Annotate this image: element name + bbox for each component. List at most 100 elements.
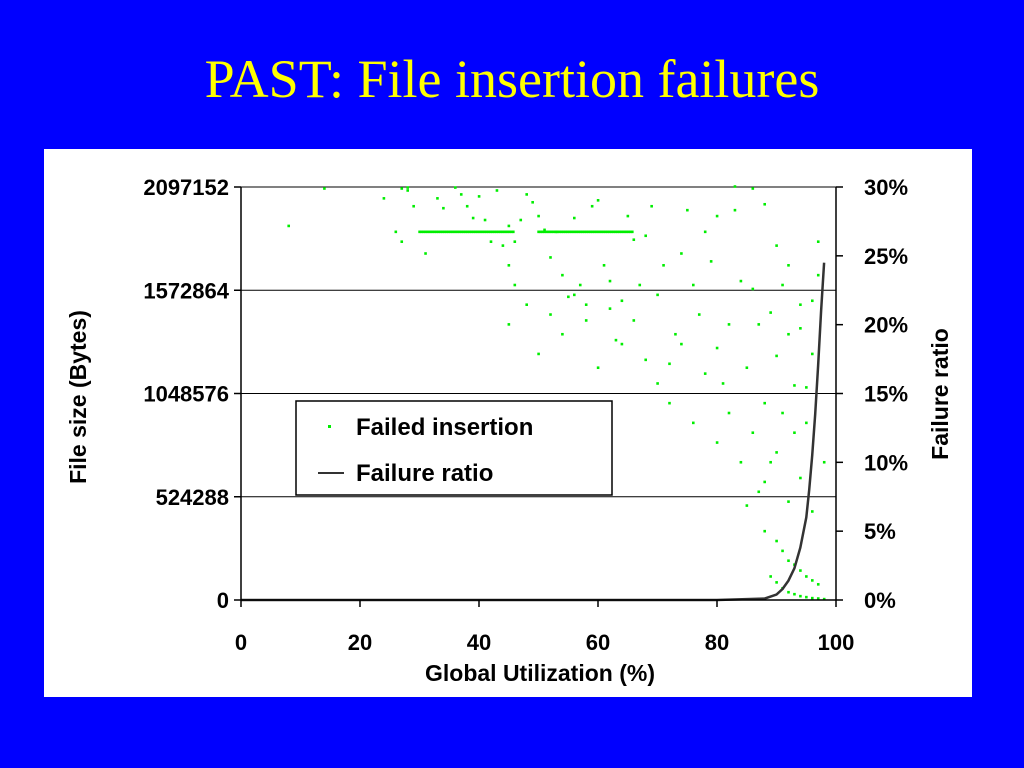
failed-insertion-point	[715, 346, 719, 350]
failed-insertion-point	[406, 186, 409, 189]
y-axis-title: File size (Bytes)	[65, 310, 91, 484]
failed-insertion-point	[323, 187, 326, 190]
failed-insertion-point	[489, 230, 492, 234]
failed-insertion-point	[799, 594, 802, 598]
failed-insertion-point	[601, 230, 605, 234]
failed-insertion-point	[620, 342, 624, 346]
failed-insertion-point	[573, 293, 576, 297]
failed-insertion-point	[474, 230, 478, 234]
failed-insertion-point	[468, 230, 471, 234]
legend-point-marker	[328, 425, 331, 428]
legend-box	[295, 400, 613, 496]
failed-insertion-point	[632, 238, 636, 242]
failed-insertion-point	[424, 230, 428, 234]
failed-insertion-point	[558, 230, 561, 234]
failed-insertion-point	[424, 252, 427, 255]
failed-insertion-point	[453, 230, 457, 234]
failed-insertion-point	[418, 230, 421, 234]
failed-insertion-point	[454, 186, 457, 189]
failed-insertion-point	[553, 230, 557, 234]
failed-insertion-point	[584, 319, 588, 322]
failed-insertion-point	[775, 539, 778, 543]
failed-insertion-point	[562, 230, 565, 234]
failed-insertion-point	[539, 230, 542, 234]
failed-insertion-point	[618, 230, 622, 234]
failed-insertion-point	[709, 260, 713, 263]
failed-insertion-point	[478, 230, 482, 234]
failed-insertion-point	[513, 240, 517, 243]
failed-insertion-point	[432, 230, 436, 234]
failed-insertion-point	[656, 293, 659, 297]
failed-insertion-point	[811, 579, 814, 582]
failed-insertion-point	[499, 230, 503, 234]
failed-insertion-point	[644, 358, 647, 362]
y2-tick-label: 20%	[864, 313, 908, 338]
failed-insertion-point	[769, 575, 772, 578]
failed-insertion-point	[597, 230, 601, 234]
y-tick-label: 524288	[156, 485, 229, 510]
failed-insertion-point	[525, 193, 528, 196]
failed-insertion-point	[650, 204, 653, 208]
failed-insertion-point	[603, 230, 607, 234]
failed-insertion-point	[464, 230, 467, 234]
failed-insertion-point	[703, 230, 707, 234]
failed-insertion-point	[668, 362, 671, 366]
failed-insertion-point	[632, 319, 636, 322]
failed-insertion-point	[584, 303, 588, 306]
failed-insertion-point	[739, 279, 743, 283]
failed-insertion-point	[505, 230, 509, 234]
failed-insertion-point	[537, 230, 540, 234]
failed-insertion-point	[549, 313, 552, 316]
failed-insertion-point	[775, 451, 778, 454]
failed-insertion-point	[606, 230, 609, 234]
x-tick-label: 20	[348, 630, 372, 655]
failed-insertion-point	[799, 303, 802, 306]
failed-insertion-point	[751, 431, 755, 435]
x-tick-label: 100	[818, 630, 855, 655]
failed-insertion-point	[626, 214, 630, 218]
failed-insertion-point	[620, 230, 624, 234]
chart-panel: 0 524288 1048576 1572864 2097152 0% 5% 10% 15% 20…	[44, 149, 972, 697]
failed-insertion-point	[775, 354, 778, 358]
failed-insertion-point	[549, 256, 552, 259]
failed-insertion-point	[631, 230, 634, 234]
failed-insertion-point	[465, 204, 469, 208]
failed-insertion-point	[769, 311, 772, 314]
failed-insertion-point	[487, 230, 490, 234]
y2-tick-label: 5%	[864, 519, 896, 544]
failed-insertion-point	[437, 230, 440, 234]
failed-insertion-point	[543, 230, 547, 234]
failed-insertion-point	[406, 189, 409, 192]
failed-insertion-point	[816, 597, 820, 600]
failed-insertion-point	[614, 338, 618, 342]
failed-insertion-point	[733, 185, 737, 188]
failed-insertion-point	[793, 592, 796, 596]
failed-insertion-point	[692, 421, 695, 425]
failed-insertion-point	[287, 224, 290, 228]
failed-insertion-point	[668, 401, 671, 405]
failed-insertion-point	[703, 372, 707, 375]
failed-insertion-point	[507, 264, 511, 267]
failed-insertion-point	[503, 230, 507, 234]
failed-insertion-point	[578, 283, 582, 287]
failed-insertion-point	[573, 216, 576, 220]
failed-insertion-point	[497, 230, 501, 234]
failed-insertion-point	[686, 208, 689, 212]
failed-insertion-point	[751, 187, 755, 190]
failed-insertion-point	[489, 240, 493, 243]
failed-insertion-point	[543, 228, 546, 232]
failed-insertion-point	[751, 287, 755, 291]
failed-insertion-point	[482, 230, 486, 234]
failed-insertion-point	[412, 204, 415, 208]
y2-tick-label: 10%	[864, 450, 908, 475]
failed-insertion-point	[574, 230, 578, 234]
failed-insertion-point	[470, 230, 473, 234]
failed-insertion-point	[501, 244, 505, 247]
failed-insertion-point	[727, 323, 731, 326]
failed-insertion-point	[441, 230, 444, 234]
failed-insertion-point	[394, 230, 398, 234]
failed-insertion-point	[507, 230, 511, 234]
failed-insertion-point	[462, 230, 465, 234]
failed-insertion-point	[822, 460, 826, 464]
failed-insertion-point	[493, 230, 496, 234]
